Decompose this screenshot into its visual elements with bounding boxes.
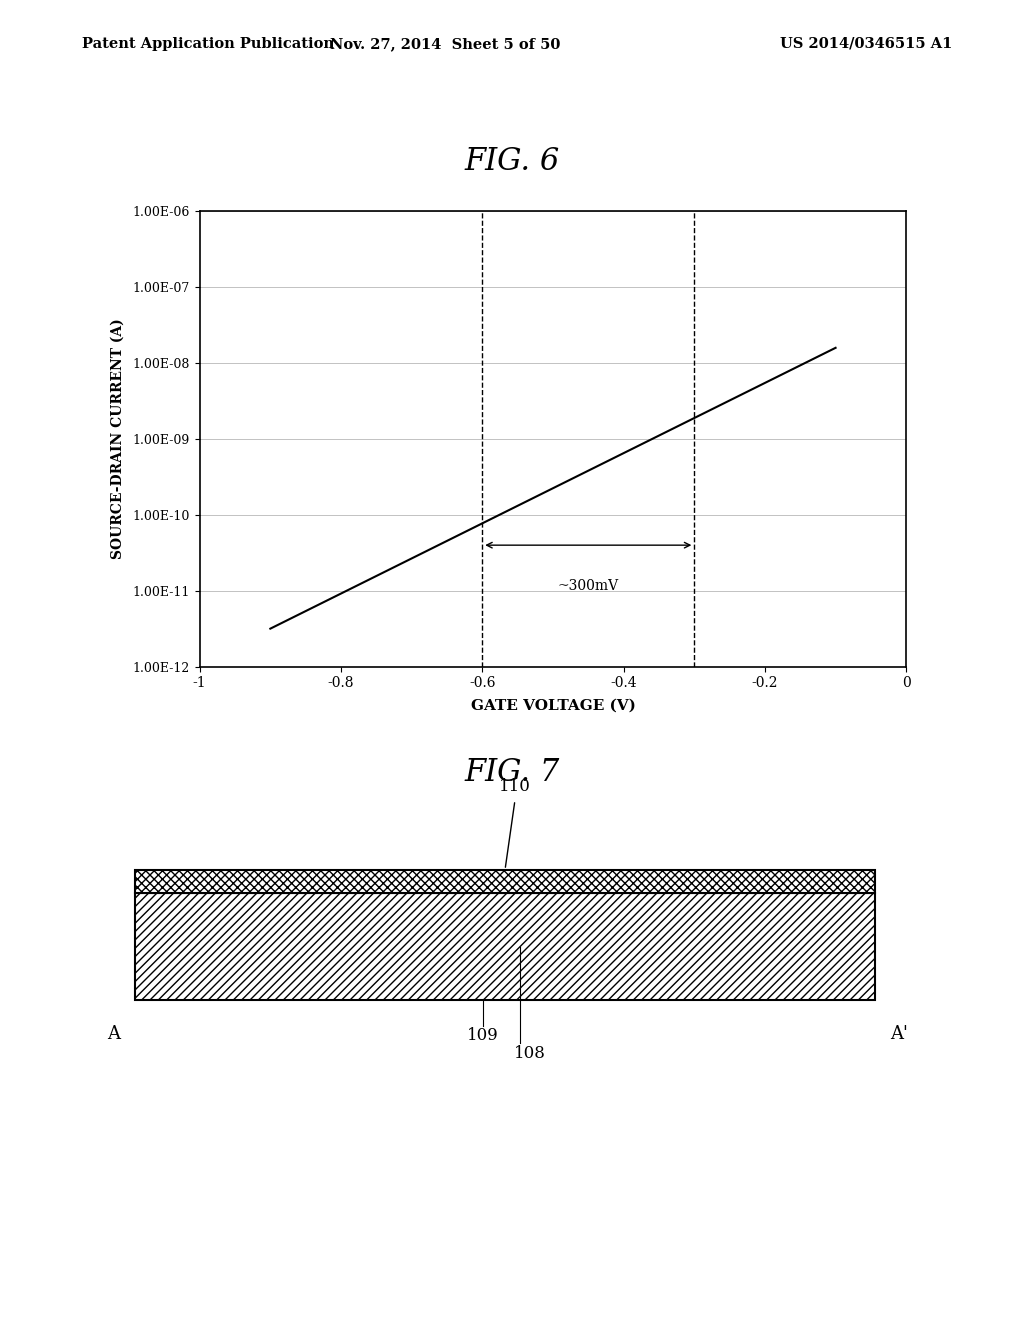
Text: 109: 109 <box>467 1027 499 1044</box>
Text: Patent Application Publication: Patent Application Publication <box>82 37 334 51</box>
Text: ~300mV: ~300mV <box>558 579 618 593</box>
Text: Nov. 27, 2014  Sheet 5 of 50: Nov. 27, 2014 Sheet 5 of 50 <box>331 37 560 51</box>
Text: 110: 110 <box>499 777 530 795</box>
Text: A': A' <box>890 1026 908 1043</box>
Bar <box>135 870 874 894</box>
Text: 108: 108 <box>514 1045 546 1063</box>
Text: FIG. 7: FIG. 7 <box>464 756 560 788</box>
Y-axis label: SOURCE-DRAIN CURRENT (A): SOURCE-DRAIN CURRENT (A) <box>111 318 124 560</box>
Text: US 2014/0346515 A1: US 2014/0346515 A1 <box>780 37 952 51</box>
Bar <box>135 894 874 1001</box>
Text: A: A <box>106 1026 120 1043</box>
Text: FIG. 6: FIG. 6 <box>464 145 560 177</box>
X-axis label: GATE VOLTAGE (V): GATE VOLTAGE (V) <box>470 698 636 713</box>
